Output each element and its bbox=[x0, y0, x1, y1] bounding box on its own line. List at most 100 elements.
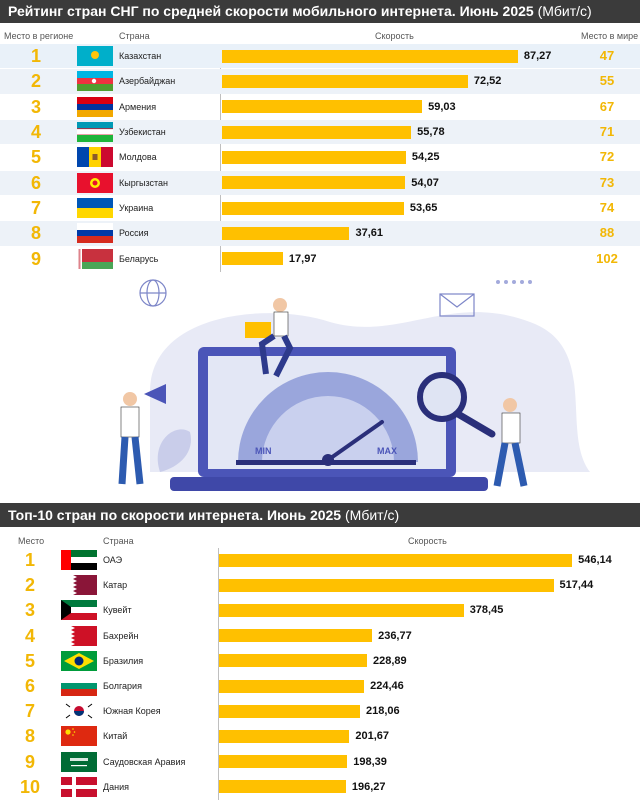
top10-rank: 1 bbox=[24, 550, 35, 570]
cis-rank: 9 bbox=[30, 248, 41, 269]
top10-row: 6 Болгария 224,46 bbox=[0, 674, 640, 698]
cis-row: 7 Украина 53,65 74 bbox=[0, 196, 640, 220]
cis-value-label: 17,97 bbox=[288, 252, 317, 265]
top10-rank: 9 bbox=[24, 751, 35, 772]
top10-bar bbox=[219, 755, 348, 769]
globe-icon bbox=[139, 279, 167, 307]
cis-country: Молдова bbox=[119, 152, 157, 163]
top10-row: 4 Бахрейн 236,77 bbox=[0, 624, 640, 648]
cis-row: 3 Армения 59,03 67 bbox=[0, 95, 640, 119]
section1-header-speed: Скорость bbox=[375, 31, 414, 41]
top10-value-label: 228,89 bbox=[372, 654, 407, 667]
top10-country: Дания bbox=[103, 781, 129, 792]
gauge-needle bbox=[326, 420, 384, 462]
top10-country: Кувейт bbox=[103, 605, 132, 616]
cis-rank: 7 bbox=[30, 198, 41, 218]
cis-world-rank: 74 bbox=[599, 200, 615, 215]
section2-header-rank: Место bbox=[18, 536, 45, 546]
top10-value-label: 378,45 bbox=[469, 604, 504, 617]
cis-country: Беларусь bbox=[119, 253, 159, 264]
flag-dk-icon bbox=[61, 776, 97, 797]
top10-rank: 4 bbox=[24, 625, 35, 646]
cis-row: 8 Россия 37,61 88 bbox=[0, 221, 640, 246]
top10-country: Южная Корея bbox=[103, 706, 161, 717]
section1-title-text: Рейтинг стран СНГ по средней скорости мо… bbox=[8, 3, 534, 19]
cis-chart: 1 Казахстан 87,27 47 2 Азербайджан 72,52 55 3 Арм… bbox=[0, 44, 640, 272]
sitting-person-icon bbox=[245, 298, 294, 378]
cis-rank: 2 bbox=[30, 71, 41, 92]
top10-value-label: 201,67 bbox=[355, 730, 390, 743]
cis-world-rank: 71 bbox=[599, 124, 615, 139]
top10-value-label: 198,39 bbox=[353, 755, 387, 768]
cis-country: Казахстан bbox=[119, 51, 162, 61]
top10-bar bbox=[219, 780, 346, 794]
top10-bar bbox=[219, 553, 573, 567]
flag-cn-icon bbox=[61, 726, 97, 747]
top10-bar bbox=[219, 578, 554, 592]
top10-bar bbox=[219, 704, 360, 718]
cis-rank: 3 bbox=[30, 96, 41, 117]
megaphone-person-icon bbox=[118, 384, 166, 485]
top10-country: Бразилия bbox=[103, 655, 144, 666]
cis-bar bbox=[222, 49, 518, 63]
cis-row: 1 Казахстан 87,27 47 bbox=[0, 44, 640, 69]
cis-rank: 1 bbox=[30, 46, 41, 66]
cis-row: 9 Беларусь 17,97 102 bbox=[0, 247, 640, 271]
flag-az-icon bbox=[77, 71, 113, 92]
section1-title: Рейтинг стран СНГ по средней скорости мо… bbox=[0, 0, 640, 23]
top10-country: Болгария bbox=[103, 681, 142, 691]
flag-md-icon bbox=[77, 147, 113, 168]
section2-header-speed: Скорость bbox=[408, 536, 447, 546]
magnifier-person-icon bbox=[417, 372, 528, 487]
cis-world-rank: 73 bbox=[599, 174, 615, 190]
cis-row: 4 Узбекистан 55,78 71 bbox=[0, 120, 640, 145]
gauge-min-label: MIN bbox=[255, 446, 272, 456]
cis-value-label: 37,61 bbox=[355, 227, 384, 240]
cis-rank: 4 bbox=[30, 122, 41, 142]
cis-value-label: 55,78 bbox=[417, 126, 445, 138]
cis-row: 2 Азербайджан 72,52 55 bbox=[0, 69, 640, 94]
cis-bar bbox=[222, 226, 350, 240]
flag-am-icon bbox=[77, 96, 113, 117]
cis-country: Россия bbox=[119, 228, 149, 239]
flag-uz-icon bbox=[77, 122, 113, 143]
flag-qa-icon bbox=[61, 575, 97, 596]
top10-country: Катар bbox=[103, 580, 128, 591]
section2-header-country: Страна bbox=[103, 536, 134, 546]
flag-by-icon bbox=[77, 248, 113, 269]
cis-bar bbox=[222, 125, 412, 139]
cis-rank: 6 bbox=[30, 172, 41, 193]
cis-country: Кыргызстан bbox=[119, 177, 168, 188]
top10-value-label: 196,27 bbox=[351, 780, 386, 793]
top10-rank: 10 bbox=[19, 776, 41, 797]
top10-bar bbox=[219, 729, 350, 743]
top10-row: 2 Катар 517,44 bbox=[0, 573, 640, 597]
leaf-icon bbox=[157, 429, 191, 472]
top10-bar bbox=[219, 629, 373, 643]
top10-value-label: 224,46 bbox=[370, 680, 404, 692]
gauge-max-label: MAX bbox=[377, 446, 397, 456]
cis-value-label: 53,65 bbox=[409, 202, 438, 214]
top10-bar bbox=[219, 654, 367, 668]
flag-ae-icon bbox=[61, 550, 97, 571]
cis-rank: 5 bbox=[30, 147, 41, 168]
speed-illustration: MIN MAX bbox=[118, 279, 590, 491]
flag-ru-icon bbox=[77, 223, 113, 244]
envelope-icon bbox=[439, 293, 475, 317]
cis-world-rank: 102 bbox=[596, 250, 618, 266]
cis-world-rank: 67 bbox=[599, 98, 615, 114]
top10-row: 10 Дания 196,27 bbox=[0, 775, 640, 799]
flag-bh-icon bbox=[61, 625, 97, 646]
top10-row: 9 Саудовская Аравия 198,39 bbox=[0, 750, 640, 774]
cis-world-rank: 72 bbox=[599, 149, 615, 165]
cis-country: Узбекистан bbox=[119, 127, 166, 137]
top10-rank: 8 bbox=[24, 726, 35, 747]
cis-bar bbox=[222, 176, 406, 190]
top10-rank: 2 bbox=[24, 575, 35, 596]
cis-country: Украина bbox=[119, 203, 154, 213]
top10-country: Китай bbox=[103, 731, 128, 742]
cis-world-rank: 88 bbox=[599, 225, 615, 241]
top10-chart: 1 ОАЭ 546,14 2 Катар 517,44 3 Кувейт 378,45 4 Бахр… bbox=[0, 548, 640, 800]
top10-row: 7 Южная Корея 218,06 bbox=[0, 699, 640, 723]
cis-bar bbox=[222, 74, 468, 88]
